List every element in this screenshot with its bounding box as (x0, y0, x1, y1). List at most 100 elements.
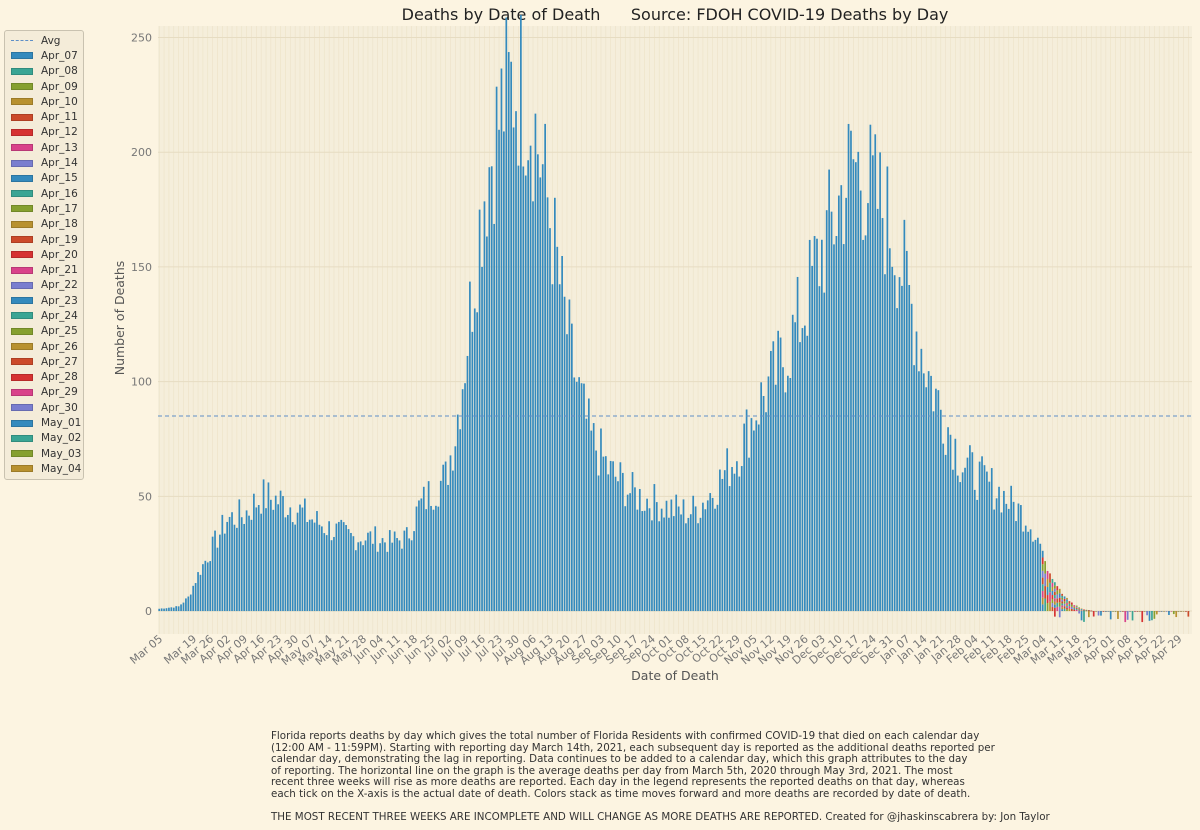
bar (359, 541, 362, 612)
bar (903, 219, 906, 612)
bar-segment (1054, 598, 1056, 602)
bar (410, 540, 413, 612)
y-tick-label: 0 (145, 605, 152, 618)
bar (1007, 508, 1010, 612)
x-tick-label: Mar 05 (127, 632, 165, 667)
bar (554, 197, 556, 612)
bar (808, 239, 811, 612)
bar-segment (1044, 573, 1047, 587)
bar (537, 154, 539, 612)
bar (311, 519, 313, 612)
bar (420, 498, 423, 612)
bar (801, 328, 804, 612)
bar (750, 418, 753, 612)
bar (745, 409, 748, 612)
legend-label: Apr_22 (41, 279, 78, 292)
legend-label: May_04 (41, 462, 82, 475)
bar-segment (1054, 601, 1056, 605)
bar (486, 236, 488, 612)
bar (301, 507, 304, 612)
bar (988, 481, 991, 612)
legend-swatch (11, 98, 33, 106)
bar (852, 159, 855, 612)
bar-segment (1054, 604, 1056, 608)
bar (961, 472, 964, 612)
bar (313, 522, 316, 612)
legend-swatch (11, 266, 33, 274)
bar-segment (1114, 611, 1117, 612)
bar (901, 285, 903, 612)
bar (299, 504, 301, 612)
bar (580, 383, 583, 612)
bar (1005, 503, 1008, 612)
bar (857, 151, 860, 612)
legend-entry: Apr_28 (11, 370, 83, 385)
bar-segment (1051, 607, 1054, 612)
legend-label: Apr_29 (41, 386, 78, 399)
bar-segment (1165, 611, 1168, 612)
bar-segment (1080, 610, 1083, 611)
bar (303, 498, 306, 612)
bar (891, 266, 894, 612)
bar-segment (1095, 611, 1097, 612)
bar (753, 430, 755, 612)
bar-segment (1049, 582, 1051, 593)
bar (721, 478, 724, 612)
bar-segment (1180, 611, 1182, 612)
bar (231, 512, 233, 612)
bar-negative (1078, 611, 1080, 614)
bar (920, 348, 923, 612)
bar-negative (1117, 611, 1119, 619)
bar (199, 574, 202, 612)
bar (942, 443, 945, 612)
bar (461, 389, 464, 612)
bar (444, 461, 447, 612)
bar-segment (1041, 584, 1044, 591)
legend-swatch (11, 83, 33, 91)
bar (884, 274, 886, 612)
bar-segment (1046, 579, 1049, 588)
bar-segment (1066, 599, 1068, 602)
y-tick-label: 50 (138, 490, 152, 503)
bar (532, 201, 534, 612)
bar (779, 337, 782, 612)
bar-segment (1075, 608, 1078, 610)
legend-swatch (11, 327, 33, 335)
bar (646, 498, 648, 612)
bar-segment (1041, 590, 1044, 598)
bar (799, 342, 801, 612)
bar (969, 445, 971, 612)
bar-segment (1046, 595, 1049, 604)
bar-segment (1071, 604, 1073, 607)
legend-entry: Apr_15 (11, 171, 83, 186)
bar (393, 531, 396, 612)
bar (719, 469, 721, 612)
bar-segment (1066, 602, 1068, 605)
legend-entry: Apr_22 (11, 278, 83, 293)
bar (459, 429, 462, 612)
bar-negative (1054, 611, 1056, 617)
bar (172, 607, 175, 612)
y-tick-label: 100 (131, 376, 152, 389)
bar (236, 527, 238, 612)
bar-segment (1066, 601, 1068, 603)
bar-segment (1170, 611, 1173, 612)
bar (685, 523, 687, 612)
bar (282, 496, 284, 612)
bar (262, 479, 265, 612)
bar (427, 481, 430, 612)
bar-segment (1177, 611, 1180, 612)
bar (879, 152, 881, 612)
bar (704, 509, 707, 612)
bar (738, 476, 741, 612)
x-axis-label: Date of Death (631, 668, 719, 683)
bar (702, 502, 704, 612)
legend-swatch (11, 343, 33, 351)
bar (600, 428, 602, 612)
legend-swatch (11, 358, 33, 366)
plot-area (158, 26, 1192, 634)
bar (430, 505, 432, 612)
bar (716, 504, 719, 612)
legend-label: Apr_17 (41, 202, 78, 215)
bar-segment (1051, 586, 1054, 591)
